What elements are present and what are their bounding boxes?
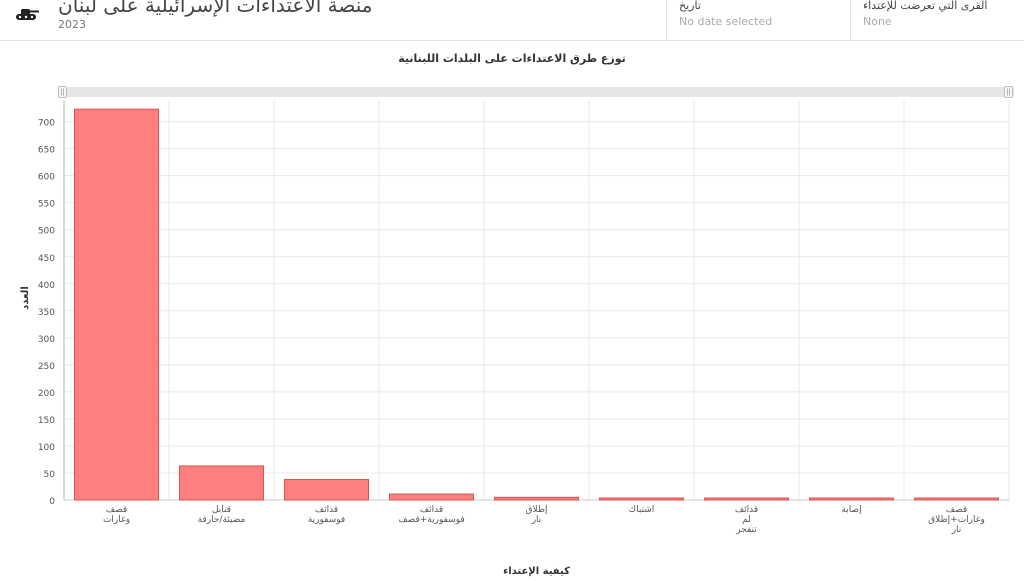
- bar: [389, 493, 474, 501]
- y-tick-label: 650: [38, 146, 55, 156]
- app-header: منصة الاعتداءات الإسرائيلية على لبنان 20…: [0, 0, 1024, 41]
- x-axis-title: كيفية الإعتداء: [503, 566, 570, 577]
- villages-filter[interactable]: القرى التي تعرضت للإعتداء None: [850, 0, 1024, 40]
- bar: [284, 478, 369, 501]
- zoom-slider-left-handle[interactable]: ||: [58, 86, 67, 98]
- x-tick-label: قذائف فوسفورية+قصف: [398, 505, 464, 525]
- y-tick-label: 550: [38, 200, 55, 210]
- bar: [74, 108, 159, 501]
- y-tick-label: 700: [38, 119, 55, 129]
- date-filter[interactable]: تاريخ No date selected: [666, 0, 851, 40]
- bar: [704, 497, 789, 501]
- y-tick-label: 100: [38, 443, 55, 453]
- app-year: 2023: [58, 18, 86, 31]
- bar: [494, 496, 579, 501]
- date-filter-label: تاريخ: [679, 0, 701, 12]
- tank-icon: [16, 9, 39, 20]
- y-tick-label: 50: [44, 470, 56, 480]
- y-tick-label: 600: [38, 173, 55, 183]
- y-tick-label: 0: [49, 497, 55, 507]
- y-tick-label: 150: [38, 416, 55, 426]
- x-tick-label: اشتباك: [629, 505, 655, 515]
- bar: [809, 497, 894, 501]
- x-tick-label: قنابل مضيئة/حارقة: [198, 505, 246, 525]
- y-tick-label: 500: [38, 227, 55, 237]
- bar: [914, 497, 999, 501]
- bar: [599, 497, 684, 501]
- villages-filter-label: القرى التي تعرضت للإعتداء: [863, 0, 988, 12]
- x-tick-label: قصف وغارات+إطلاق نار: [928, 505, 985, 535]
- y-tick-label: 300: [38, 335, 55, 345]
- x-tick-label: قذائف لم تنفجر: [735, 505, 758, 535]
- x-tick-label: إصابة: [841, 505, 861, 515]
- y-tick-label: 350: [38, 308, 55, 318]
- x-tick-label: إطلاق نار: [525, 505, 547, 525]
- y-tick-label: 450: [38, 254, 55, 264]
- x-tick-label: قصف وغارات: [103, 505, 130, 525]
- bar: [179, 465, 264, 501]
- app-title: منصة الاعتداءات الإسرائيلية على لبنان: [58, 0, 373, 17]
- y-tick-label: 400: [38, 281, 55, 291]
- villages-filter-value[interactable]: None: [863, 15, 892, 28]
- y-axis-title: العدد: [20, 286, 31, 310]
- zoom-slider-right-handle[interactable]: ||: [1004, 86, 1013, 98]
- y-tick-label: 200: [38, 389, 55, 399]
- chart-title: توزع طرق الاعتداءات على البلدات اللبناني…: [398, 52, 626, 65]
- date-filter-value[interactable]: No date selected: [679, 15, 773, 28]
- zoom-slider-track[interactable]: [58, 87, 1014, 97]
- y-tick-label: 250: [38, 362, 55, 372]
- x-tick-label: قذائف فوسفورية: [308, 505, 345, 525]
